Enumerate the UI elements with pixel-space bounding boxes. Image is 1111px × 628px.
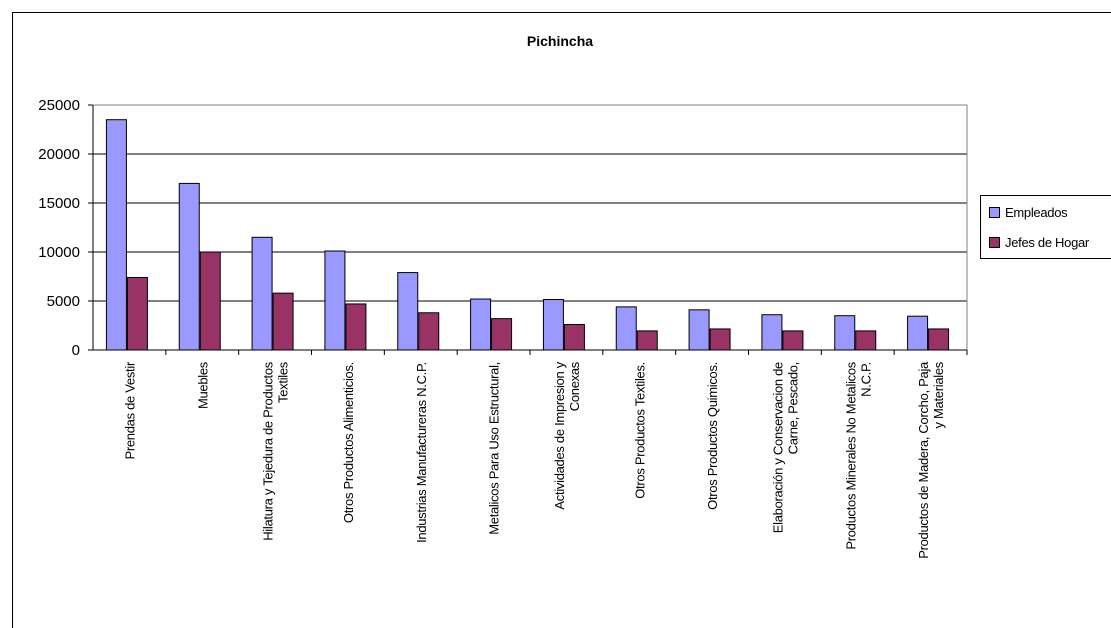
x-tick-label-line: Metalicos Para Uso Estructural, xyxy=(487,362,502,535)
legend: Empleados Jefes de Hogar xyxy=(980,195,1111,259)
x-tick-label-line: N.C.P. xyxy=(858,362,873,397)
bar-jefes-de-hogar xyxy=(855,330,877,351)
x-tick-label-line: Hilatura y Tejedura de Productos xyxy=(261,361,276,541)
legend-swatch-jefes-de-hogar xyxy=(989,236,1000,248)
x-tick-label: Productos Minerales No Metalicos N.C.P. xyxy=(843,361,873,549)
x-tick-label: Actividades de Impresion y Conexas xyxy=(552,361,582,509)
bar-empleados xyxy=(105,119,127,351)
bar-empleados xyxy=(615,306,637,351)
bar-empleados xyxy=(251,236,273,351)
bar-jefes-de-hogar xyxy=(782,330,804,351)
x-tick-label-line: Carne, Pescado, xyxy=(785,362,800,454)
y-tick-label: 10000 xyxy=(38,244,80,261)
x-tick-label: Muebles xyxy=(195,361,210,409)
legend-item-empleados: Empleados xyxy=(989,204,1068,220)
bar-empleados xyxy=(542,299,564,351)
x-tick-label-line: Elaboración y Conservacion de xyxy=(770,362,785,533)
x-tick-label-line: Productos de Madera, Corcho, Paja xyxy=(916,361,931,559)
chart-title: Pichincha xyxy=(527,33,593,49)
bar-jefes-de-hogar xyxy=(563,324,585,351)
y-tick-label: 20000 xyxy=(38,146,80,163)
bar-jefes-de-hogar xyxy=(491,318,513,351)
bar-empleados xyxy=(688,309,710,351)
legend-item-jefes-de-hogar: Jefes de Hogar xyxy=(989,234,1089,250)
bar-jefes-de-hogar xyxy=(928,328,950,351)
x-tick-label-line: Conexas xyxy=(567,361,582,411)
bar-empleados xyxy=(470,298,492,351)
y-tick-label: 5000 xyxy=(47,293,80,310)
x-tick-label: Productos de Madera, Corcho, Paja y Mater… xyxy=(916,361,946,559)
x-tick-label-line: Actividades de Impresion y xyxy=(552,361,567,509)
x-tick-label-line: Otros Productos Textiles. xyxy=(632,362,647,499)
x-tick-label: Hilatura y Tejedura de Productos Textiles xyxy=(261,361,291,541)
x-tick-label: Otros Productos Textiles. xyxy=(632,362,647,499)
x-tick-label-line: Otros Productos Alimenticios. xyxy=(341,362,356,523)
y-tick-label: 0 xyxy=(72,342,80,359)
x-tick-label: Otros Productos Alimenticios. xyxy=(341,362,356,523)
bar-jefes-de-hogar xyxy=(709,328,731,351)
y-tick-label: 25000 xyxy=(38,97,80,114)
x-tick-label: Otros Productos Quimicos. xyxy=(705,362,720,510)
legend-label-jefes-de-hogar: Jefes de Hogar xyxy=(1005,234,1089,250)
plot-area xyxy=(92,104,968,351)
x-tick-label-line: Textiles xyxy=(276,361,291,403)
bar-empleados xyxy=(324,250,346,351)
x-tick-label-line: Prendas de Vestir xyxy=(122,361,137,459)
x-tick-label: Prendas de Vestir xyxy=(122,361,137,459)
bar-empleados xyxy=(397,272,419,351)
legend-label-empleados: Empleados xyxy=(1005,204,1068,220)
bar-jefes-de-hogar xyxy=(418,312,440,351)
y-tick-label: 15000 xyxy=(38,195,80,212)
bar-jefes-de-hogar xyxy=(272,292,294,351)
bar-empleados xyxy=(834,315,856,351)
bar-empleados xyxy=(907,315,929,351)
x-tick-label: Metalicos Para Uso Estructural, xyxy=(487,362,502,535)
x-tick-label-line: Industrias Manufactureras N.C.P. xyxy=(414,362,429,543)
x-tick-label: Industrias Manufactureras N.C.P. xyxy=(414,362,429,543)
chart-frame xyxy=(12,12,1111,628)
x-tick-label-line: Muebles xyxy=(195,361,210,409)
x-tick-label-line: Otros Productos Quimicos. xyxy=(705,362,720,510)
bar-jefes-de-hogar xyxy=(636,330,658,351)
x-tick-label-line: y Materiales xyxy=(931,361,946,428)
bar-jefes-de-hogar xyxy=(199,251,221,351)
x-tick-label-line: Productos Minerales No Metalicos xyxy=(843,361,858,549)
bar-empleados xyxy=(178,182,200,351)
legend-swatch-empleados xyxy=(989,206,1000,218)
bar-empleados xyxy=(761,314,783,351)
bar-jefes-de-hogar xyxy=(345,303,367,351)
x-tick-label: Elaboración y Conservacion de Carne, Pesc… xyxy=(770,362,800,533)
bar-jefes-de-hogar xyxy=(126,276,148,351)
